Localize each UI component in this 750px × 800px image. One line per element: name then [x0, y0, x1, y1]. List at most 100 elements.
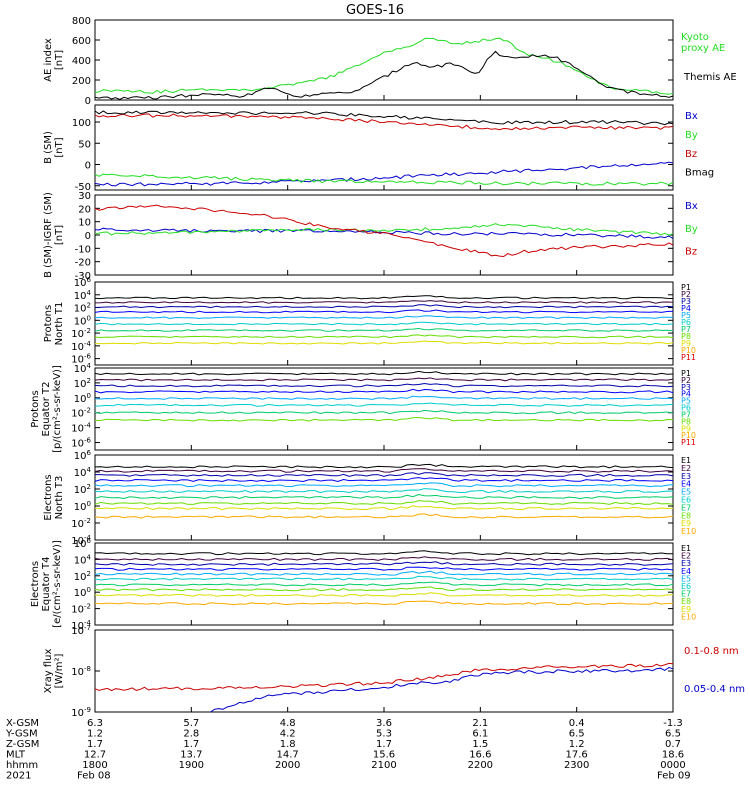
x-axis-value: 13.7 [180, 750, 202, 761]
flux-line [94, 575, 674, 581]
y-tick-label: 102 [74, 570, 91, 583]
x-axis-value: 1800 [82, 760, 107, 771]
legend-entry: E6 [681, 582, 691, 591]
flux-line [94, 300, 674, 304]
y-tick-label: 104 [74, 466, 92, 479]
legend-entry: 0.05-0.4 nm [684, 684, 745, 695]
y-axis-label: AE index [nT] [43, 38, 65, 82]
y-tick-label: 100 [74, 586, 91, 599]
legend-entry: E6 [681, 496, 691, 505]
y-label-line: Electrons [30, 561, 41, 607]
flux-line [94, 370, 674, 376]
x-axis-value: 1.2 [87, 729, 103, 740]
y-tick-label: 102 [74, 483, 91, 496]
y-axis-label: Electrons North T3 [43, 474, 65, 520]
x-axis-value: 12.7 [84, 750, 106, 761]
y-tick-label: 10-2 [71, 327, 91, 340]
flux-line [94, 477, 674, 483]
legend-entry: E8 [681, 511, 691, 520]
legend-entry: P8 [681, 417, 691, 426]
y-label-line: [p/(cm²-s-sr-keV)] [52, 365, 63, 453]
x-axis-value: Feb 08 [77, 771, 111, 782]
x-axis-value: 0000 [660, 760, 685, 771]
y-tick-label: 102 [74, 302, 91, 315]
y-axis-label: Protons Equator T2 [p/(cm²-s-sr-keV)] [30, 365, 63, 453]
flux-line [94, 482, 674, 488]
legend-entry: By [685, 130, 698, 141]
y-tick-label: 10-8 [71, 665, 91, 678]
x-axis-value: 2200 [468, 760, 493, 771]
x-row-label: Z-GSM [6, 739, 39, 750]
x-axis-value: 0.4 [569, 718, 585, 729]
flux-line [94, 581, 674, 587]
legend-entry: P6 [681, 318, 691, 327]
series-line-red [94, 113, 674, 131]
y-tick-label: 10-2 [71, 407, 91, 420]
y-label-line: [nT] [54, 225, 65, 245]
y-tick-label: 10-2 [71, 603, 91, 616]
y-tick-label: 100 [72, 118, 91, 129]
y-label-line: [nT] [54, 137, 65, 157]
legend-entry: P4 [681, 304, 691, 313]
flux-line [94, 556, 674, 561]
panel-5: 10-6 10-4 10-2 100 102 104 Protons Equator T2 [p… [30, 362, 696, 453]
y-tick-label: 10-6 [71, 437, 91, 450]
flux-line [94, 488, 674, 494]
y-tick-label: 10-4 [71, 340, 91, 353]
legend-entry: P9 [681, 339, 691, 348]
series-line-green [94, 37, 674, 95]
y-tick-label: 106 [74, 537, 92, 550]
y-tick-label: 104 [74, 362, 92, 375]
panel-2: -50 0 50 100 B (SM) [nT] Bx By Bz Bmag [43, 104, 714, 193]
x-axis-value: 4.2 [280, 729, 296, 740]
y-tick-label: 400 [72, 56, 91, 67]
y-label-line: North T1 [54, 302, 65, 346]
y-tick-label: 100 [74, 500, 91, 513]
flux-line [94, 493, 674, 500]
x-axis-value: 2.1 [472, 718, 488, 729]
flux-line [94, 468, 674, 473]
series-line-blue [94, 161, 674, 187]
x-row-label: hhmm [6, 760, 38, 771]
x-axis-value: 4.8 [280, 718, 296, 729]
y-tick-label: 10-7 [71, 624, 91, 637]
series-line-black [94, 50, 674, 101]
flux-line [94, 505, 674, 511]
x-axis-value: 1.7 [376, 739, 392, 750]
y-tick-label: 106 [74, 449, 92, 462]
x-axis-value: 14.7 [277, 750, 299, 761]
y-label-line: AE index [43, 38, 54, 82]
legend-entry: P10 [681, 431, 696, 440]
y-label-line: Protons [30, 390, 41, 427]
panel-3: -30 -20 -10 0 10 20 30 B (SM)-IGRF (SM) [nT] Bx By… [43, 191, 698, 282]
series-line-green [94, 173, 674, 186]
legend-entry: E7 [681, 590, 691, 599]
x-row-label: MLT [6, 750, 26, 761]
flux-line [94, 382, 674, 388]
legend-entry: E10 [681, 612, 696, 621]
x-axis-value: 18.6 [662, 750, 684, 761]
legend-entry: E4 [681, 480, 691, 489]
flux-line [95, 340, 674, 345]
x-axis-value: 1.8 [280, 739, 296, 750]
x-axis-value: 0.7 [665, 739, 681, 750]
series-line-red [94, 204, 674, 258]
x-axis-value: 6.5 [569, 729, 585, 740]
flux-line [94, 309, 674, 314]
y-label-line: B (SM) [43, 131, 54, 164]
y-tick-label: 100 [74, 392, 91, 405]
y-tick-label: 10 [78, 218, 91, 229]
legend-entry: P1 [681, 283, 691, 292]
y-label-line: North T3 [54, 476, 65, 520]
y-tick-label: 20 [78, 204, 91, 215]
y-tick-label: 106 [74, 276, 92, 289]
x-row-label: Y-GSM [5, 729, 38, 740]
y-tick-label: 0 [85, 231, 91, 242]
flux-line [94, 550, 674, 556]
x-axis-value: 2000 [275, 760, 300, 771]
x-axis-value: 1.7 [87, 739, 103, 750]
legend-entry: proxy AE [681, 43, 725, 54]
flux-line [94, 409, 674, 415]
